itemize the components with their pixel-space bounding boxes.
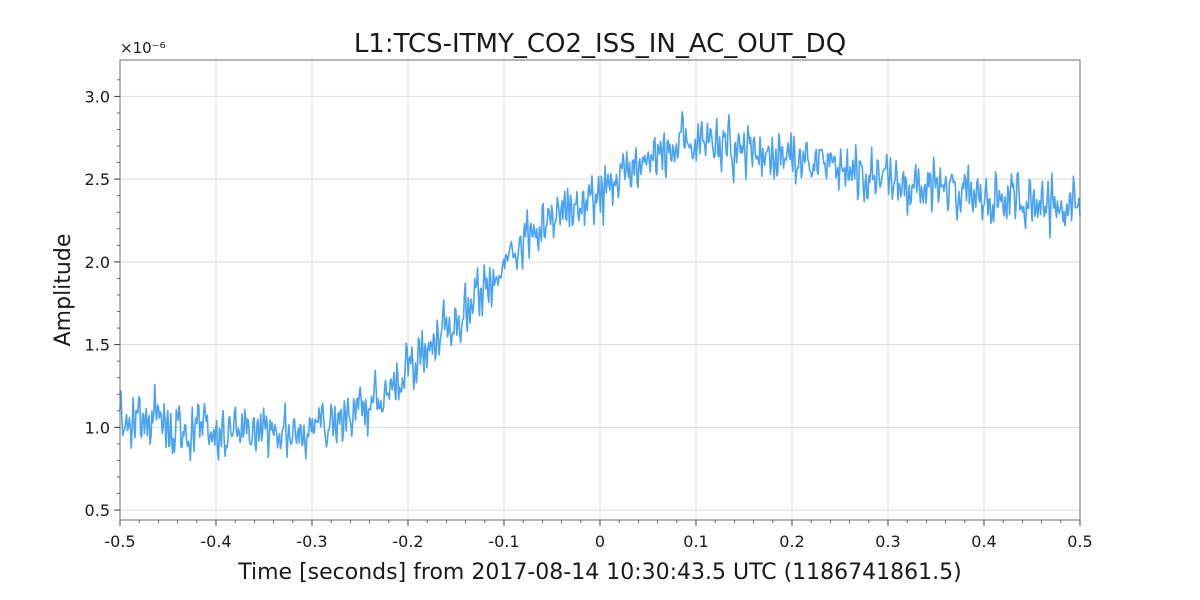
y-tick-label: 1.5 — [85, 336, 110, 355]
y-tick-label: 1.0 — [85, 418, 110, 437]
x-tick-label: 0.4 — [971, 532, 996, 551]
y-axis-label: Amplitude — [51, 234, 76, 347]
x-tick-label: -0.5 — [104, 532, 135, 551]
y-tick-label: 2.5 — [85, 170, 110, 189]
x-axis-label: Time [seconds] from 2017-08-14 10:30:43.… — [237, 560, 961, 585]
series-line — [119, 111, 1081, 462]
chart-title: L1:TCS-ITMY_CO2_ISS_IN_AC_OUT_DQ — [354, 29, 846, 59]
y-tick-label: 3.0 — [85, 87, 110, 106]
y-offset-label: ×10⁻⁶ — [120, 39, 166, 57]
x-tick-label: 0.5 — [1067, 532, 1092, 551]
x-tick-label: -0.3 — [296, 532, 327, 551]
x-tick-label: 0.2 — [779, 532, 804, 551]
x-tick-label: 0.3 — [875, 532, 900, 551]
x-tick-label: 0 — [595, 532, 605, 551]
x-tick-label: -0.2 — [392, 532, 423, 551]
x-tick-label: 0.1 — [683, 532, 708, 551]
grid-lines — [119, 60, 1081, 520]
y-tick-label: 2.0 — [85, 253, 110, 272]
y-tick-label: 0.5 — [85, 501, 110, 520]
series-layer — [119, 111, 1081, 462]
axis-ticks: -0.5 -0.4 -0.3 -0.2 -0.1 0 0.1 0.2 0.3 0.4 0.5 0.5 1… — [85, 79, 1093, 551]
x-tick-label: -0.4 — [200, 532, 231, 551]
x-tick-label: -0.1 — [488, 532, 519, 551]
